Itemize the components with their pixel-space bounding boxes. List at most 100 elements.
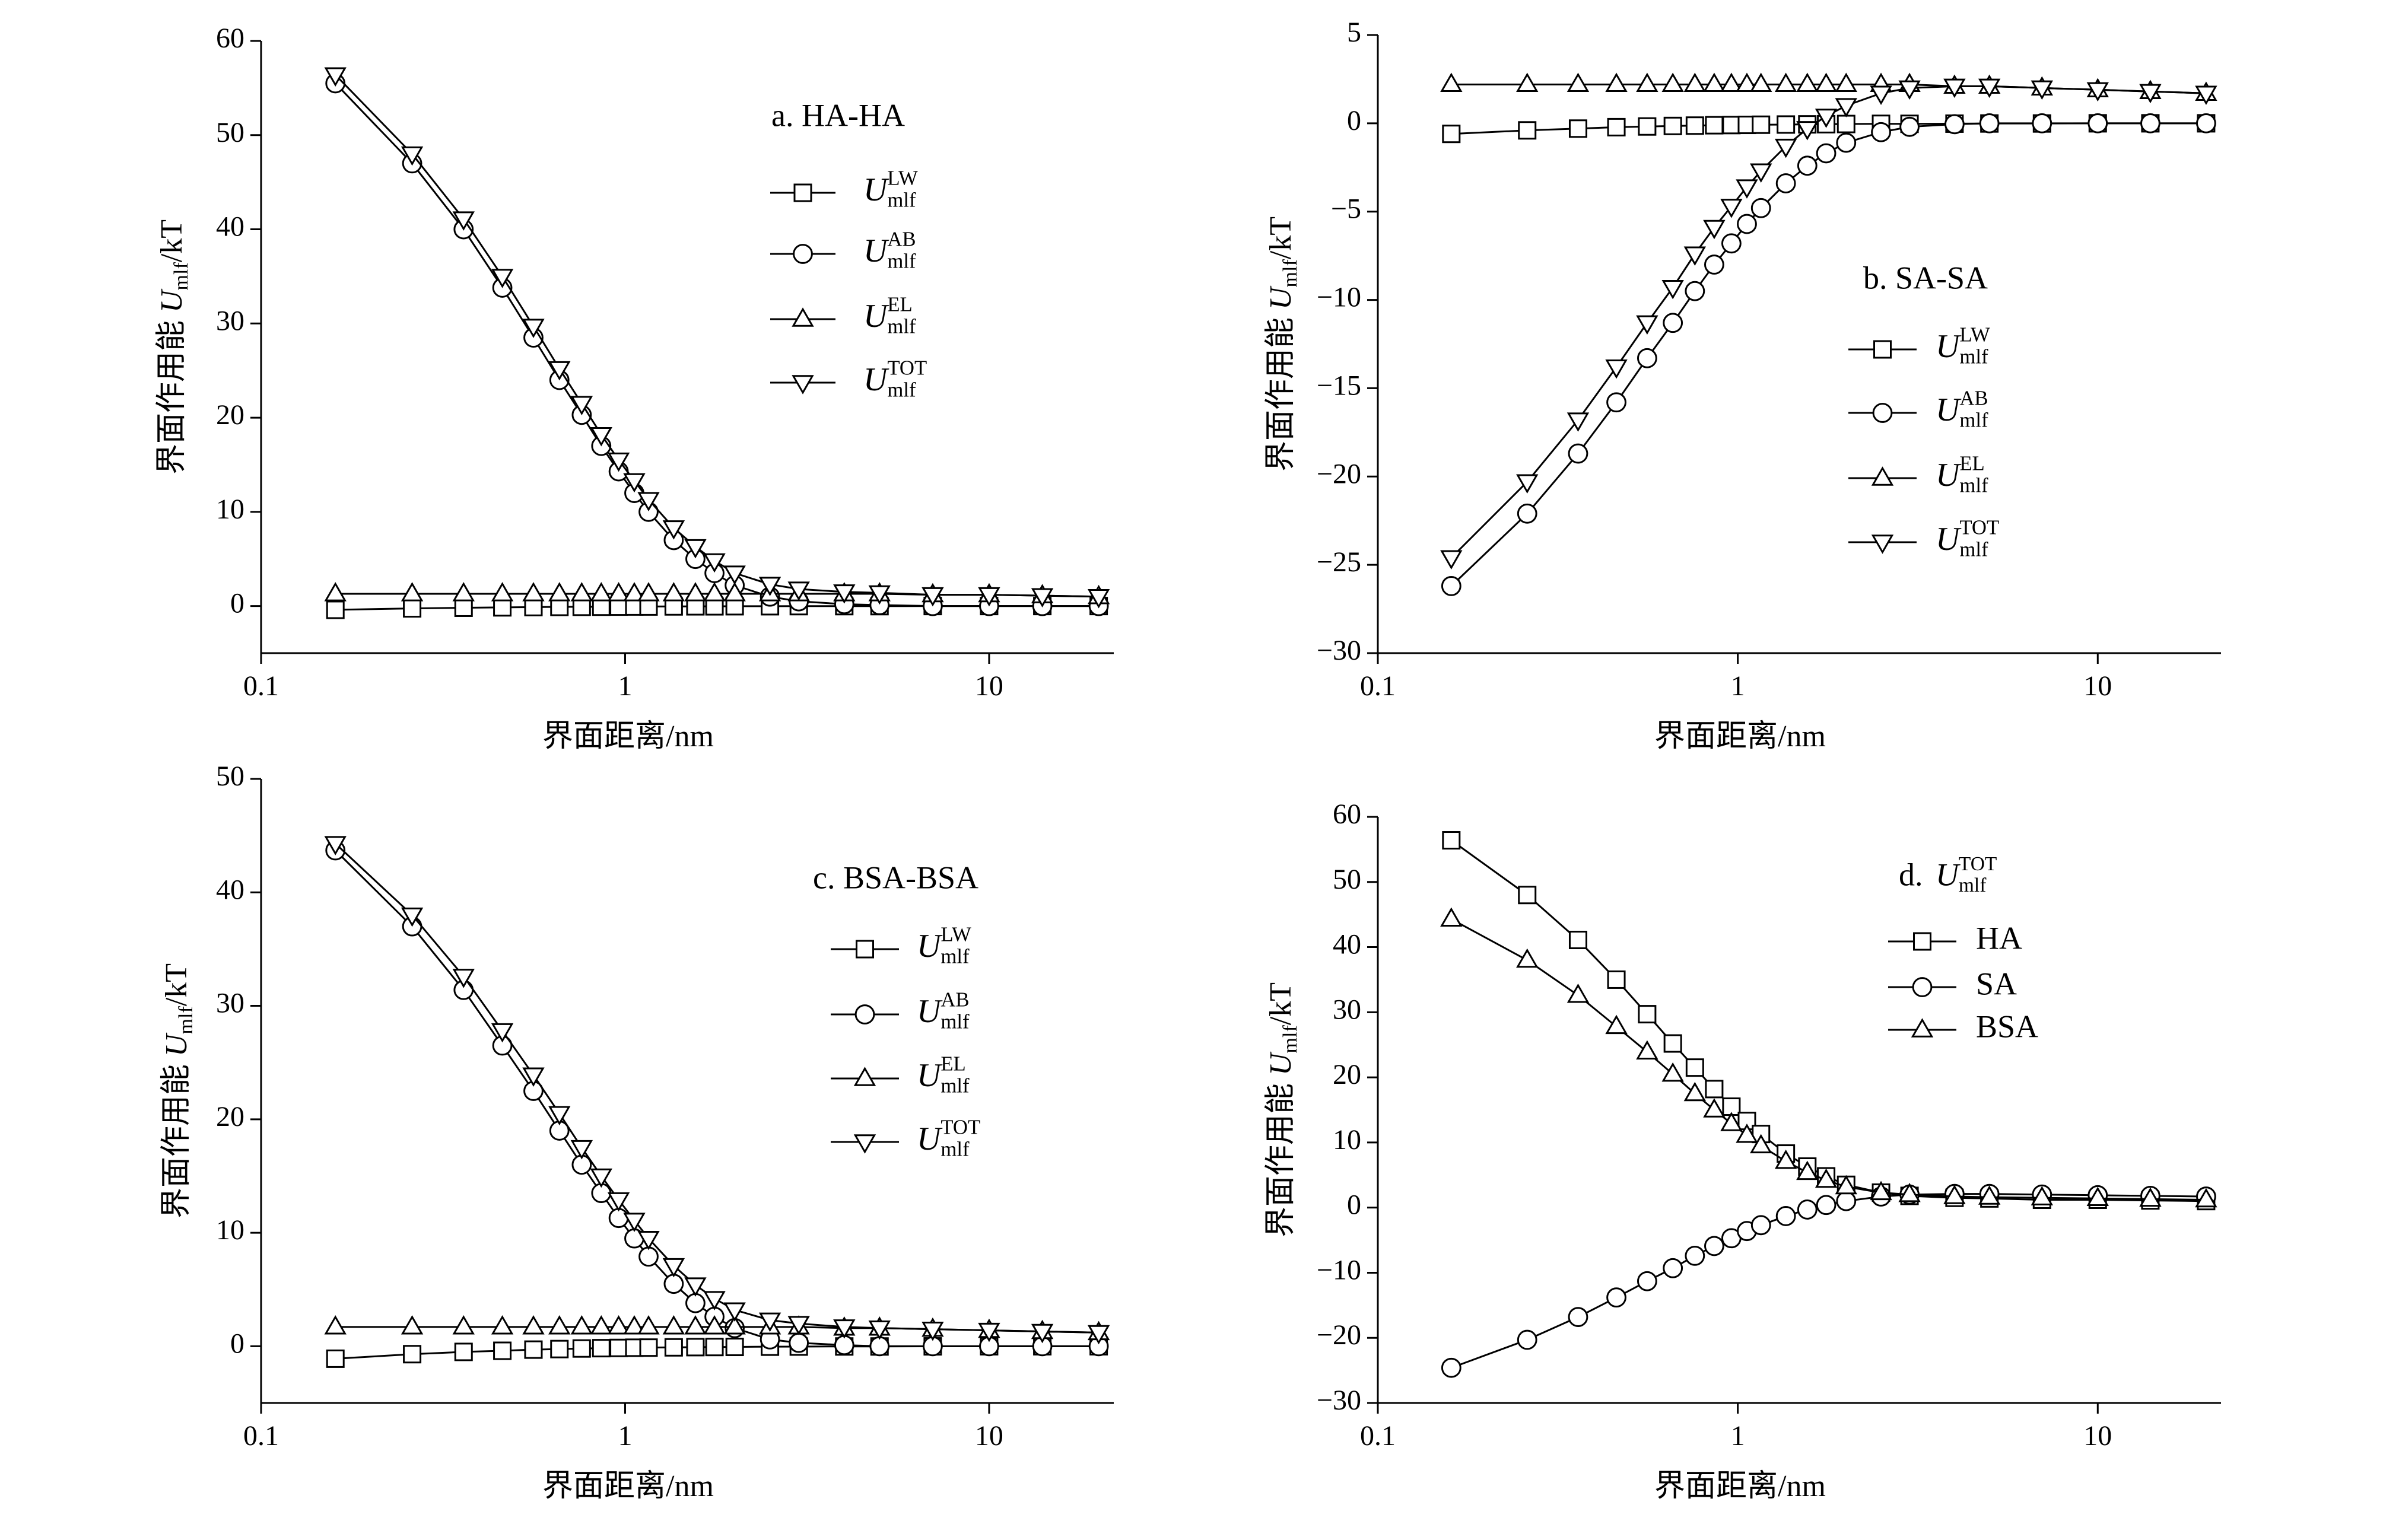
legend-sup: LW	[887, 167, 918, 190]
legend-symbol: U	[917, 1057, 943, 1094]
marker	[1663, 313, 1683, 333]
marker	[1661, 280, 1684, 300]
marker	[703, 1291, 726, 1310]
marker	[454, 1342, 473, 1361]
marker	[452, 582, 475, 602]
marker	[1518, 886, 1537, 905]
marker	[454, 598, 473, 617]
marker	[686, 1338, 705, 1357]
marker	[868, 585, 891, 605]
legend-symbol: U	[863, 233, 889, 269]
legend-sup: EL	[887, 293, 912, 316]
marker	[1796, 1160, 1819, 1181]
x-tick-label: 1	[618, 670, 632, 702]
panel: 0 10 20 30 40 50 60 0.1 1 10 界面距离/nm 界面作用能 Umlf/kT a…	[155, 23, 1114, 753]
marker	[1736, 179, 1758, 199]
marker	[834, 1335, 854, 1356]
marker	[401, 146, 424, 166]
marker	[1835, 72, 1857, 93]
panel: −30 −20 −10 0 10 20 30 40 50 60 0.1 1 10 界面距离/nm 界面作用能…	[1264, 798, 2221, 1503]
marker	[723, 1315, 746, 1335]
marker	[684, 1277, 707, 1297]
marker	[758, 1312, 781, 1332]
y-tick-label: −15	[1317, 370, 1361, 401]
marker	[401, 907, 424, 927]
marker	[324, 1315, 347, 1335]
y-tick-label: −30	[1317, 635, 1361, 666]
marker	[1685, 1058, 1704, 1077]
marker	[684, 582, 707, 602]
marker	[705, 1338, 724, 1357]
y-tick-label: 0	[230, 1328, 244, 1359]
marker	[1871, 534, 1894, 554]
marker	[1815, 1168, 1838, 1188]
legend-sub: mlf	[941, 1074, 970, 1097]
marker	[609, 1338, 628, 1357]
marker	[607, 582, 630, 602]
legend-sup: LW	[941, 923, 971, 946]
marker	[1913, 932, 1931, 951]
marker	[1835, 98, 1857, 117]
marker	[1703, 1098, 1726, 1118]
marker	[662, 1315, 685, 1335]
marker	[491, 1315, 514, 1335]
marker	[522, 319, 545, 338]
marker	[522, 1067, 545, 1087]
legend-sup: LW	[1959, 323, 1990, 346]
marker	[1607, 117, 1626, 136]
marker	[1567, 983, 1590, 1003]
marker	[1705, 116, 1724, 135]
marker	[1605, 359, 1628, 379]
marker	[1774, 72, 1797, 93]
marker	[524, 597, 543, 616]
marker	[570, 1140, 593, 1160]
marker	[548, 582, 571, 602]
y-tick-label: 60	[1333, 798, 1361, 830]
marker	[725, 1338, 744, 1357]
marker	[1815, 72, 1838, 93]
marker	[662, 1258, 685, 1278]
marker	[1518, 121, 1537, 140]
panel: 0 10 20 30 40 50 0.1 1 10 界面距离/nm 界面作用能 Umlf/kT c. …	[160, 761, 1114, 1503]
y-label-sub: mlf	[1279, 259, 1301, 288]
y-tick-label: −10	[1317, 1254, 1361, 1286]
marker	[1750, 72, 1772, 93]
marker	[550, 1339, 569, 1358]
marker	[2086, 82, 2109, 102]
marker	[2195, 113, 2216, 133]
marker	[978, 1322, 1000, 1342]
marker	[403, 599, 422, 618]
marker	[1816, 143, 1837, 164]
y-tick-label: 30	[216, 305, 244, 336]
marker	[590, 582, 612, 602]
marker	[607, 1192, 630, 1212]
marker	[2195, 85, 2217, 106]
marker	[570, 582, 593, 602]
marker	[792, 375, 814, 394]
legend-sup: AB	[1959, 387, 1988, 410]
marker	[1567, 72, 1590, 93]
marker	[1440, 72, 1463, 93]
series-line	[1451, 918, 2206, 1201]
marker	[1685, 281, 1705, 301]
marker	[2139, 1187, 2162, 1207]
marker	[663, 1274, 684, 1294]
title-sub: mlf	[1959, 874, 1987, 896]
marker	[1750, 163, 1772, 183]
marker	[1663, 1034, 1682, 1053]
marker	[324, 582, 347, 602]
x-tick-label: 1	[1731, 1420, 1745, 1452]
y-label-var: U	[160, 1032, 193, 1057]
marker	[1031, 588, 1054, 607]
marker	[723, 1302, 746, 1322]
marker	[637, 1230, 660, 1251]
marker	[1606, 392, 1626, 413]
legend-sub: mlf	[887, 315, 916, 338]
marker	[1685, 116, 1704, 135]
x-axis-label: 界面距离/nm	[542, 1469, 714, 1503]
marker	[1441, 1357, 1461, 1378]
marker	[1637, 1271, 1657, 1291]
marker	[1898, 1182, 1921, 1202]
y-tick-label: 50	[216, 761, 244, 792]
